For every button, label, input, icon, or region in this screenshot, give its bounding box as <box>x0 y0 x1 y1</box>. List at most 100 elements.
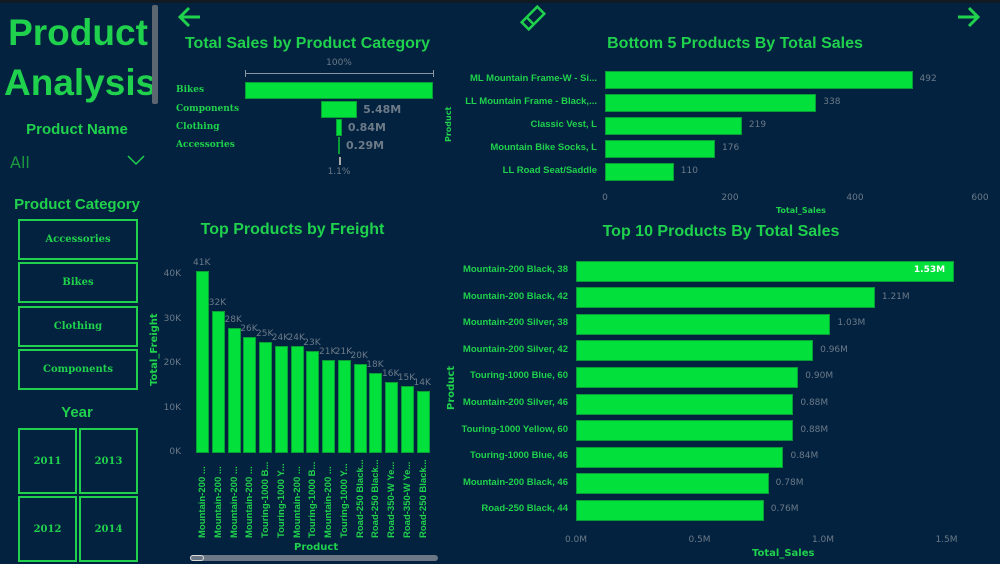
funnel-bottom-marker <box>339 157 341 165</box>
freight-bar[interactable] <box>290 346 304 453</box>
freight-bar[interactable] <box>306 350 320 453</box>
funnel-bar[interactable] <box>337 137 341 154</box>
top10-bar[interactable] <box>576 393 794 415</box>
funnel-value-label: 0.29M <box>346 139 385 152</box>
top10-x-tick: 0.5M <box>688 535 711 545</box>
category-button-bikes[interactable]: Bikes <box>18 262 138 303</box>
bottom5-bar[interactable] <box>605 163 674 181</box>
category-button-components[interactable]: Components <box>18 349 138 390</box>
top10-bar[interactable] <box>576 287 875 309</box>
freight-category-label: Road-250 Black... <box>417 459 429 538</box>
arrow-left-icon[interactable] <box>176 5 202 29</box>
bottom5-x-tick: 0 <box>602 193 608 203</box>
year-button-2014[interactable]: 2014 <box>79 496 138 562</box>
arrow-right-icon[interactable] <box>956 5 982 29</box>
freight-bar[interactable] <box>353 364 367 453</box>
freight-bar[interactable] <box>243 337 257 453</box>
category-button-accessories[interactable]: Accessories <box>18 219 138 260</box>
top10-bar[interactable] <box>576 313 831 335</box>
bottom5-bar[interactable] <box>605 117 742 135</box>
scrollbar-thumb[interactable] <box>190 555 204 561</box>
freight-value-label: 20K <box>350 351 368 361</box>
chevron-down-icon <box>127 155 145 166</box>
product-name-dropdown[interactable]: All <box>8 150 148 176</box>
top10-bar[interactable] <box>576 473 769 495</box>
freight-category-label: Mountain-200 ... <box>244 466 256 538</box>
funnel-category-label: Accessories <box>176 140 235 150</box>
funnel-chart-title: Total Sales by Product Category <box>184 35 431 52</box>
top10-value-label: 1.21M <box>881 291 910 302</box>
top10-value-label: 0.84M <box>790 451 819 462</box>
page-title: Product Analysis <box>4 12 157 103</box>
eraser-icon[interactable] <box>518 3 548 33</box>
freight-category-label: Road-350-W Ye... <box>401 461 413 538</box>
year-button-2013[interactable]: 2013 <box>79 428 138 494</box>
freight-bar[interactable] <box>196 270 209 453</box>
top10-bar[interactable] <box>576 260 954 282</box>
bottom5-value-label: 492 <box>919 74 937 84</box>
top10-category-label: Mountain-200 Black, 38 <box>462 264 568 275</box>
freight-category-label: Mountain-200 ... <box>228 466 240 538</box>
funnel-bottom-label: 1.1% <box>327 167 351 177</box>
bottom5-value-label: 176 <box>722 143 740 153</box>
top10-y-axis-title: Product <box>446 365 457 410</box>
freight-bar[interactable] <box>369 372 383 453</box>
top10-chart-title: Top 10 Products By Total Sales <box>602 223 840 240</box>
top10-bar[interactable] <box>576 446 784 468</box>
freight-category-label: Touring-1000 Y... <box>338 463 350 538</box>
freight-bar[interactable] <box>337 359 351 453</box>
freight-bar[interactable] <box>274 346 288 453</box>
bottom5-category-label: Classic Vest, L <box>530 119 597 130</box>
bottom5-bar[interactable] <box>605 94 817 112</box>
freight-bar[interactable] <box>385 381 398 453</box>
top10-category-label: Mountain-200 Black, 46 <box>462 476 568 488</box>
freight-bar[interactable] <box>259 341 272 453</box>
freight-category-label: Road-250 Black... <box>370 459 382 538</box>
bottom5-bar[interactable] <box>605 140 715 158</box>
top10-bar[interactable] <box>576 340 814 362</box>
funnel-bar[interactable] <box>320 101 358 118</box>
freight-bar[interactable] <box>322 359 335 453</box>
freight-chart-scrollbar[interactable] <box>190 555 438 561</box>
freight-bar[interactable] <box>211 310 225 453</box>
freight-bar[interactable] <box>227 328 241 453</box>
top10-bar[interactable] <box>576 499 764 521</box>
funnel-category-label: Components <box>176 104 240 114</box>
year-button-2011[interactable]: 2011 <box>18 428 77 494</box>
top10-category-label: Mountain-200 Silver, 38 <box>462 317 568 329</box>
top10-value-label: 0.78M <box>775 477 804 488</box>
freight-value-label: 24K <box>271 333 290 344</box>
freight-category-label: Mountain-200 ... <box>212 466 224 538</box>
funnel-range-line <box>245 73 433 74</box>
freight-bar[interactable] <box>416 390 430 453</box>
freight-bar[interactable] <box>400 386 414 453</box>
top10-category-label: Road-250 Black, 44 <box>481 503 568 515</box>
top10-value-label: 0.76M <box>770 504 799 515</box>
funnel-bar[interactable] <box>245 82 433 99</box>
top10-value-label: 0.88M <box>800 424 829 435</box>
top10-x-tick: 0.0M <box>564 535 588 545</box>
bottom5-bar[interactable] <box>605 71 913 89</box>
category-button-clothing[interactable]: Clothing <box>18 306 138 347</box>
top10-x-tick: 1.5M <box>935 535 958 545</box>
top10-category-label: Mountain-200 Silver, 42 <box>462 343 568 355</box>
top10-bar[interactable] <box>576 366 799 388</box>
funnel-value-label: 5.48M <box>363 103 402 116</box>
year-button-2012[interactable]: 2012 <box>18 496 77 562</box>
top10-bar[interactable] <box>576 420 794 442</box>
funnel-bar[interactable] <box>336 119 342 136</box>
top10-category-label: Mountain-200 Black, 42 <box>462 290 568 302</box>
title-scrollbar[interactable] <box>152 5 158 104</box>
freight-value-label: 24K <box>287 333 305 344</box>
top10-category-label: Touring-1000 Blue, 46 <box>469 450 568 462</box>
bottom5-value-label: 110 <box>680 166 698 176</box>
funnel-category-label: Bikes <box>176 85 205 95</box>
bottom5-x-tick: 200 <box>721 193 739 203</box>
funnel-top-label: 100% <box>326 58 352 68</box>
freight-category-label: Touring-1000 B... <box>307 461 319 538</box>
freight-value-label: 18K <box>366 359 384 370</box>
freight-category-label: Road-250 Black... <box>354 459 366 538</box>
freight-x-axis-title: Product <box>294 542 339 553</box>
freight-value-label: 23K <box>303 337 321 348</box>
freight-category-label: Mountain-200 ... <box>291 466 303 538</box>
